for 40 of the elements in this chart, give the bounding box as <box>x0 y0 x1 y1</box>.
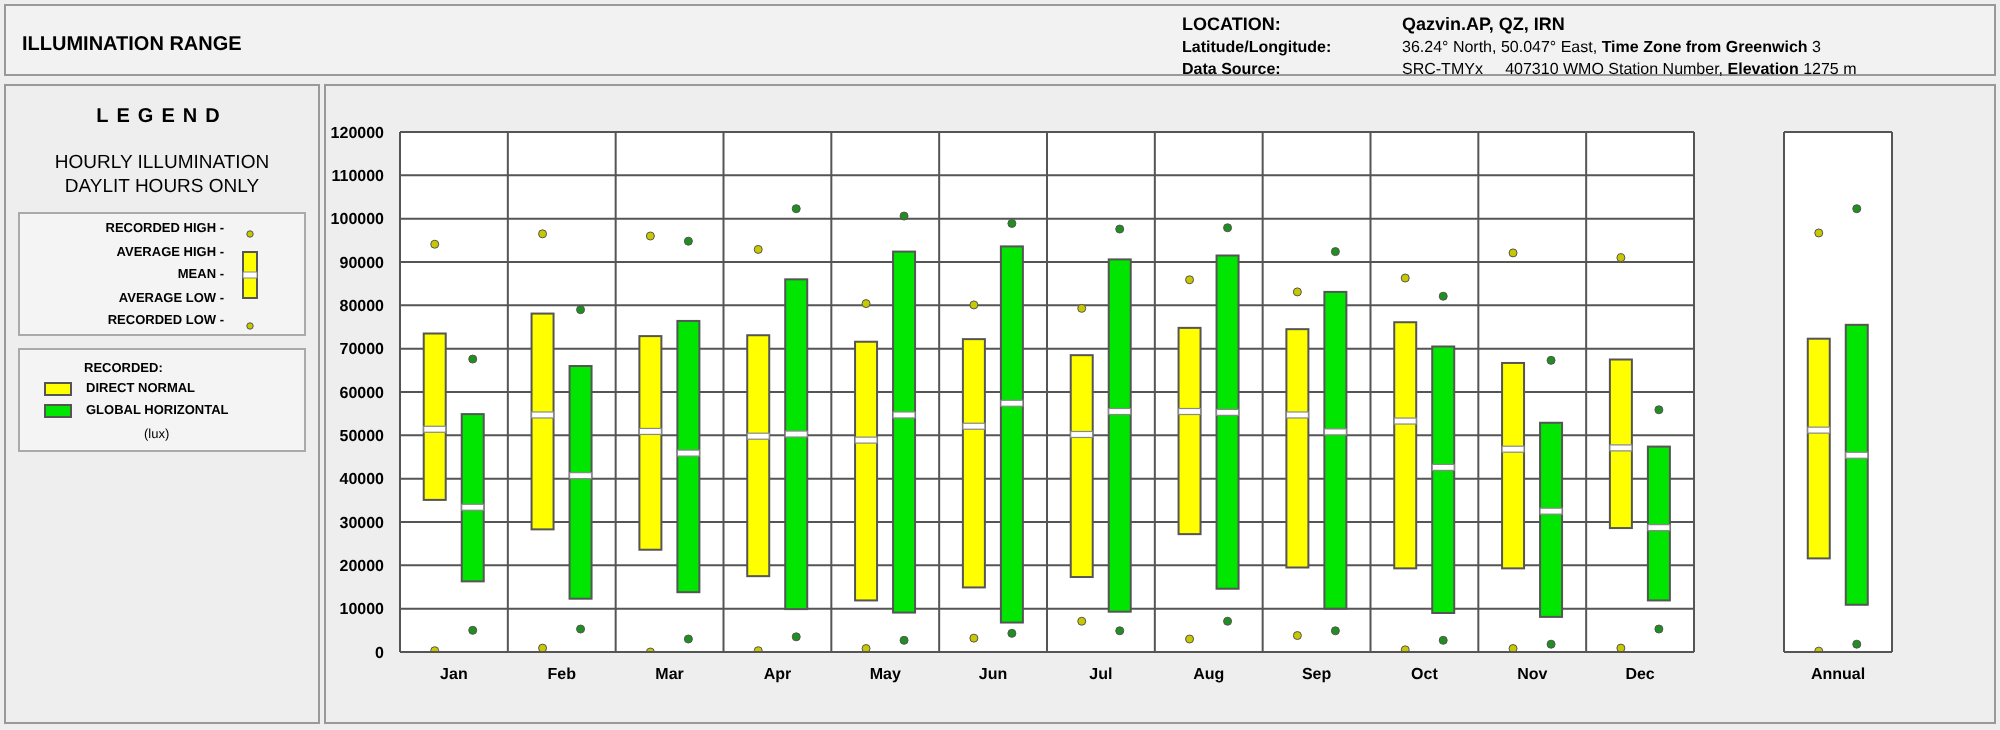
text: 1275 m <box>1803 60 1857 78</box>
y-tick-label: 30000 <box>339 513 386 532</box>
x-tick-label: Dec <box>1625 665 1656 684</box>
x-tick-label: Apr <box>763 665 792 684</box>
y-tick-label: 70000 <box>339 340 386 359</box>
x-tick-label: Aug <box>1193 665 1225 684</box>
text: Latitude/Longitude: <box>1182 36 1334 58</box>
y-tick-label: 100000 <box>330 210 386 229</box>
y-tick-label: 20000 <box>339 557 386 576</box>
text: 3 <box>1812 38 1821 56</box>
text: ILLUMINATION RANGE <box>22 34 242 56</box>
text: HOURLY ILLUMINATION DAYLIT HOURS ONLY <box>52 152 272 200</box>
y-tick-label: 40000 <box>339 470 386 489</box>
y-tick-label: 10000 <box>339 600 386 619</box>
text: 36.24° North, 50.047° East, <box>1402 38 1598 56</box>
x-tick-label: Sep <box>1301 665 1332 684</box>
x-tick-label: May <box>869 665 902 684</box>
text: Elevation <box>1727 60 1799 78</box>
text: LOCATION: <box>1182 14 1283 36</box>
x-tick-label: Annual <box>1810 665 1866 684</box>
y-tick-label: 60000 <box>339 383 386 402</box>
y-tick-label: 120000 <box>330 123 386 142</box>
x-tick-label: Jul <box>1089 665 1113 684</box>
text: 407310 WMO Station Number, <box>1505 60 1724 78</box>
x-tick-label: Oct <box>1411 665 1439 684</box>
x-tick-label: Jun <box>978 665 1008 684</box>
y-tick-label: 90000 <box>339 253 386 272</box>
x-tick-label: Feb <box>547 665 577 684</box>
text: Time Zone from Greenwich <box>1601 38 1808 56</box>
y-tick-label: 110000 <box>331 167 386 186</box>
y-tick-label: 50000 <box>339 427 386 446</box>
x-tick-label: Jan <box>440 665 468 684</box>
x-tick-label: Nov <box>1517 665 1549 684</box>
text: SRC-TMYx <box>1402 60 1483 78</box>
y-tick-label: 0 <box>375 643 386 662</box>
text: LEGEND <box>94 106 230 128</box>
text: Qazvin.AP, QZ, IRN <box>1402 14 1565 34</box>
y-tick-label: 80000 <box>339 297 386 316</box>
x-tick-label: Mar <box>655 665 684 684</box>
source-note: Data Source: <box>1182 58 1283 80</box>
